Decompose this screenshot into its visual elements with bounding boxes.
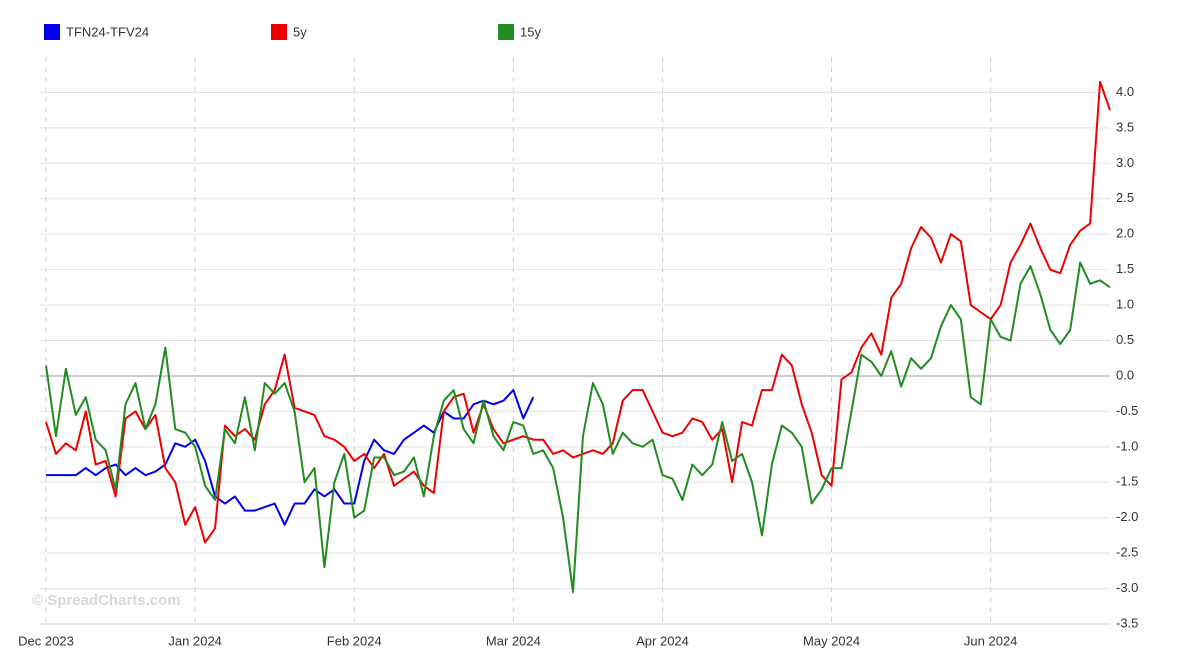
x-tick-label: Jan 2024 — [168, 633, 222, 648]
y-tick-label: 2.5 — [1116, 190, 1134, 205]
y-tick-label: -1.5 — [1116, 474, 1138, 489]
y-tick-label: -3.5 — [1116, 615, 1138, 630]
y-tick-label: -1.0 — [1116, 438, 1138, 453]
x-tick-label: Dec 2023 — [18, 633, 74, 648]
x-tick-label: Jun 2024 — [964, 633, 1018, 648]
series-line — [45, 261, 1111, 594]
legend-swatch — [271, 24, 287, 40]
watermark: © SpreadCharts.com — [32, 592, 181, 609]
x-tick-label: Mar 2024 — [486, 633, 541, 648]
legend-label: 15y — [520, 24, 541, 39]
series-line — [46, 389, 535, 526]
legend-swatch — [44, 24, 60, 40]
y-tick-label: 2.0 — [1116, 226, 1134, 241]
x-tick-label: May 2024 — [803, 633, 860, 648]
y-tick-label: 4.0 — [1116, 84, 1134, 99]
y-tick-label: -2.0 — [1116, 509, 1138, 524]
legend-label: TFN24-TFV24 — [66, 24, 149, 39]
legend-label: 5y — [293, 24, 307, 39]
y-tick-label: -0.5 — [1116, 403, 1138, 418]
y-tick-label: 3.0 — [1116, 155, 1134, 170]
y-tick-label: -2.5 — [1116, 545, 1138, 560]
y-tick-label: 1.5 — [1116, 261, 1134, 276]
y-tick-label: 0.0 — [1116, 367, 1134, 382]
x-tick-label: Feb 2024 — [327, 633, 382, 648]
legend-swatch — [498, 24, 514, 40]
y-tick-label: 3.5 — [1116, 119, 1134, 134]
y-tick-label: 0.5 — [1116, 332, 1134, 347]
x-tick-label: Apr 2024 — [636, 633, 689, 648]
series-line — [45, 80, 1111, 544]
y-tick-label: 1.0 — [1116, 297, 1134, 312]
y-tick-label: -3.0 — [1116, 580, 1138, 595]
